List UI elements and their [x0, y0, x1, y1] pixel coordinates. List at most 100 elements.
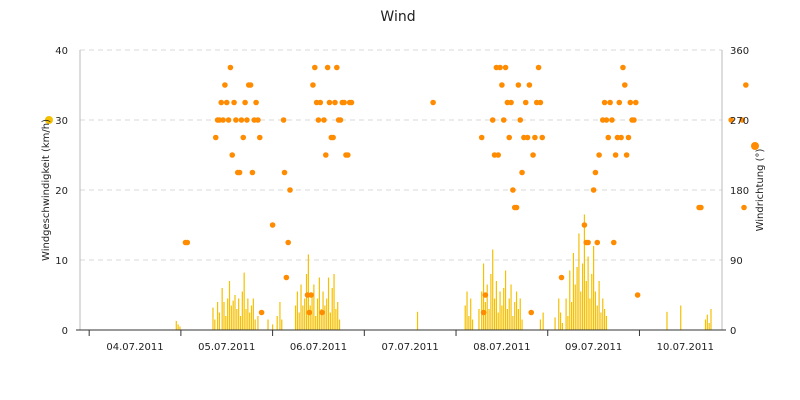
speed-bar: [519, 298, 521, 330]
speed-bar: [542, 312, 544, 330]
direction-dot: [526, 82, 533, 88]
direction-dot: [739, 117, 745, 123]
direction-dot: [510, 187, 516, 193]
speed-bar: [510, 284, 512, 330]
direction-dot: [530, 152, 536, 158]
direction-dot: [258, 309, 265, 316]
direction-dot: [319, 309, 325, 316]
direction-dot: [311, 64, 318, 71]
speed-bar: [515, 291, 518, 330]
speed-bar: [239, 316, 242, 330]
speed-bar: [602, 298, 604, 330]
direction-dot: [332, 99, 338, 106]
speed-bar: [600, 312, 602, 330]
direction-dot: [627, 99, 634, 106]
speed-bar: [338, 319, 341, 330]
speed-bar: [279, 302, 281, 330]
axes: 0 10 20 30 40 0 90 180 270 360 04.07.2011 05.07.201…: [55, 46, 749, 353]
speed-bar: [234, 295, 236, 330]
direction-dot: [348, 99, 355, 106]
speed-bar: [304, 298, 306, 330]
speed-bar: [252, 298, 254, 330]
speed-bar: [559, 312, 562, 330]
speed-bar: [478, 309, 480, 330]
direction-dot: [610, 239, 617, 246]
direction-dot: [269, 222, 276, 228]
direction-dot: [612, 152, 619, 158]
speed-bar: [216, 302, 219, 330]
speed-bar: [281, 319, 283, 330]
speed-bar: [327, 277, 330, 330]
speed-bar: [254, 319, 256, 330]
direction-dot: [184, 239, 191, 246]
speed-bar: [267, 319, 269, 330]
speed-bar: [333, 274, 335, 330]
direction-dot: [242, 99, 248, 106]
speed-bar: [558, 298, 560, 330]
speed-bar: [554, 317, 556, 330]
speed-bar: [250, 305, 253, 330]
speed-bar: [680, 305, 682, 330]
right-tick-label: 0: [730, 326, 736, 337]
direction-dot: [256, 134, 263, 141]
right-tick-label: 180: [730, 186, 749, 197]
direction-dot: [618, 134, 624, 141]
speed-bar: [561, 323, 564, 330]
direction-dot: [225, 117, 232, 123]
speed-bar: [710, 309, 712, 330]
direction-dot: [497, 64, 503, 71]
direction-dot: [326, 99, 333, 106]
speed-bar: [598, 281, 600, 330]
direction-dot: [592, 169, 599, 176]
speed-bar: [300, 284, 302, 330]
direction-dot: [632, 99, 639, 106]
speed-bar: [569, 270, 571, 330]
direction-dot: [482, 292, 489, 298]
direction-dot: [585, 239, 591, 246]
speed-bar: [493, 298, 496, 330]
speed-bar: [223, 302, 225, 330]
speed-bar: [305, 274, 308, 330]
speed-bar: [466, 291, 468, 330]
direction-dot: [581, 222, 588, 228]
speed-bar: [576, 267, 578, 330]
direction-dot: [621, 82, 628, 88]
speed-bar: [499, 291, 501, 330]
direction-dot: [522, 99, 529, 106]
speed-bar: [316, 298, 319, 330]
direction-dot: [537, 99, 544, 106]
direction-dot: [231, 99, 237, 106]
speed-bar: [503, 288, 505, 330]
speed-bar: [272, 324, 274, 330]
speed-bar: [276, 316, 278, 330]
right-axis-title: Windrichtung (°): [755, 149, 766, 232]
left-tick-label: 10: [55, 256, 68, 267]
direction-dot: [236, 169, 243, 176]
speed-bar: [218, 312, 221, 330]
direction-dot: [324, 64, 331, 71]
speed-bar: [517, 309, 519, 330]
direction-dot: [281, 169, 288, 176]
direction-dot: [594, 239, 601, 246]
direction-dot: [605, 134, 612, 141]
speed-bar: [228, 281, 231, 330]
right-legend-marker: [751, 142, 759, 150]
speed-bar: [324, 305, 326, 330]
direction-dot: [480, 309, 487, 316]
direction-dot: [317, 99, 324, 106]
speed-bar: [464, 305, 466, 330]
direction-dot: [519, 169, 525, 176]
direction-dot: [285, 239, 291, 246]
direction-dot: [322, 152, 329, 158]
direction-dot: [506, 134, 513, 141]
speed-bar: [591, 274, 593, 330]
speed-bar: [572, 253, 575, 330]
direction-dot: [558, 274, 565, 281]
left-tick-label: 30: [55, 116, 68, 127]
speed-bar: [247, 298, 249, 330]
speed-bar: [508, 298, 510, 330]
direction-dot: [508, 99, 514, 106]
direction-dot: [334, 64, 340, 71]
speed-bar: [221, 288, 223, 330]
direction-dot: [244, 117, 250, 123]
